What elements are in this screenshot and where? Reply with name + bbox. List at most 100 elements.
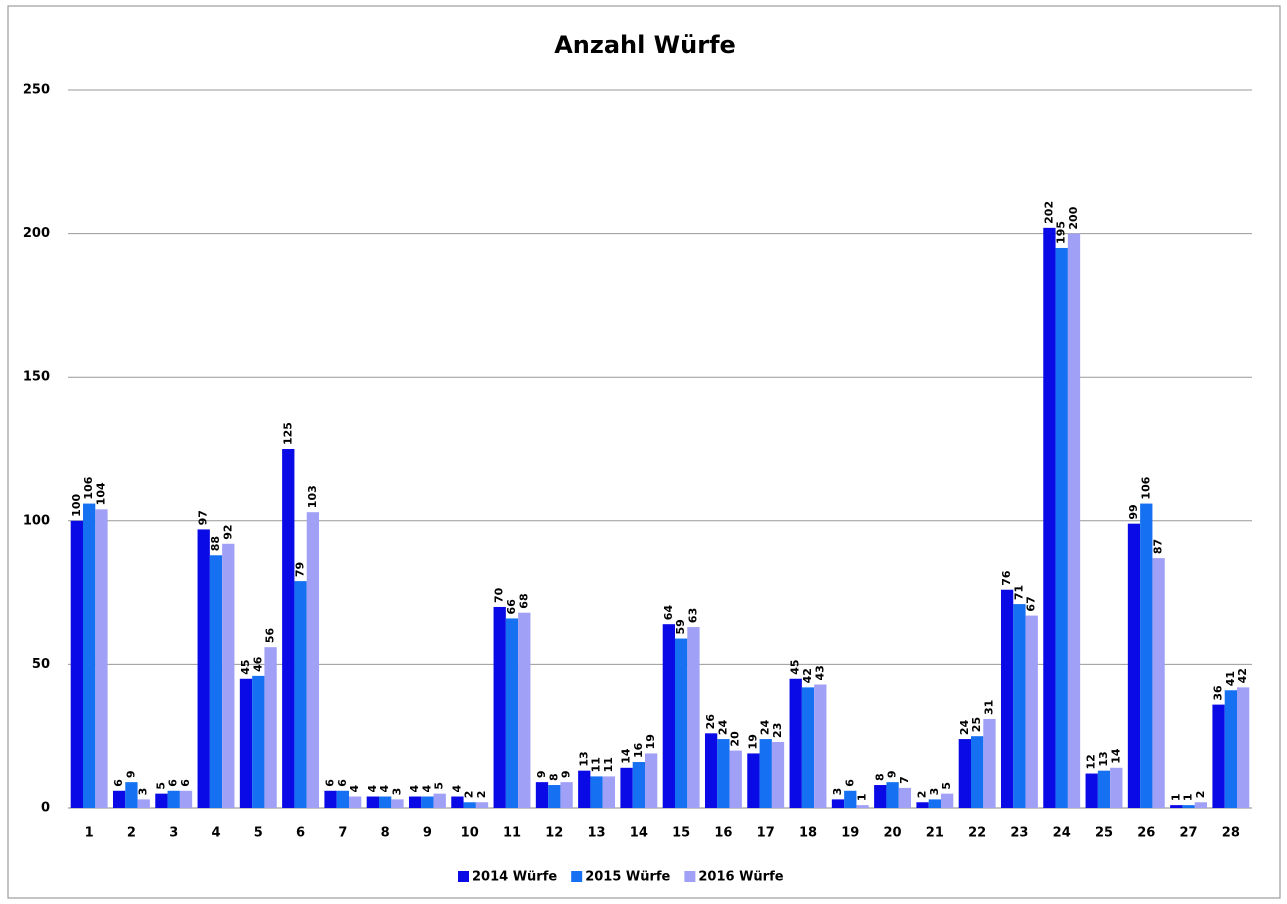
x-tick-label: 3 [169,826,178,841]
value-label: 42 [1236,668,1249,683]
bar [983,718,996,808]
value-label: 5 [433,782,446,790]
bar [898,787,912,808]
bar [1140,503,1153,808]
value-label: 2 [1194,791,1207,799]
bar [535,782,549,808]
value-label: 125 [281,422,294,445]
bar [645,753,658,808]
value-label: 99 [1127,504,1140,519]
x-tick-label: 7 [338,826,347,841]
value-label: 6 [112,779,125,787]
value-label: 3 [390,788,403,796]
x-tick-label: 12 [545,826,563,841]
x-tick-label: 23 [1010,826,1028,841]
bar [886,782,899,808]
y-tick-label: 150 [23,370,50,385]
bar [306,512,320,808]
value-label: 79 [294,562,307,577]
value-label: 24 [759,719,772,735]
bar [167,790,180,808]
x-tick-label: 15 [672,826,690,841]
bar [1110,767,1123,808]
value-label: 16 [632,742,645,758]
x-tick-label: 22 [968,826,986,841]
x-tick-label: 2 [127,826,136,841]
value-label: 9 [535,770,548,778]
value-label: 20 [729,731,742,747]
x-tick-label: 1 [85,826,94,841]
legend-swatch [571,871,583,882]
bar [831,799,845,808]
value-label: 6 [324,779,337,787]
bar [632,762,646,808]
x-tick-label: 5 [254,826,263,841]
bar [1043,227,1056,808]
bar [1055,247,1068,808]
value-label: 6 [336,779,349,787]
x-tick-label: 8 [381,826,390,841]
bar [578,770,591,808]
value-label: 202 [1042,201,1055,224]
bar [264,647,277,808]
bar [928,799,942,808]
value-label: 68 [517,593,530,608]
bar [1212,704,1225,808]
bar [958,739,971,808]
bar [366,796,379,808]
x-tick-label: 20 [884,826,902,841]
bar [1013,604,1026,808]
bar [759,739,772,808]
x-tick-label: 27 [1180,826,1198,841]
bar [433,793,446,808]
bar [197,529,210,808]
value-label: 70 [493,587,506,603]
bar [179,790,193,808]
y-tick-label: 50 [32,657,50,672]
x-tick-label: 6 [296,826,305,841]
bar [674,638,688,808]
bar [222,543,235,808]
bar [252,675,265,808]
value-label: 195 [1055,221,1068,244]
x-tick-label: 16 [714,826,732,841]
value-label: 42 [801,668,814,683]
bar [1000,589,1014,808]
value-label: 97 [197,510,210,525]
value-label: 24 [958,719,971,735]
bar [209,555,223,808]
value-label: 1 [1169,793,1182,801]
value-label: 3 [831,788,844,796]
value-label: 36 [1212,685,1225,701]
value-label: 4 [408,785,421,793]
value-label: 46 [251,656,264,672]
bar [747,753,760,808]
bar [789,678,802,808]
bar [125,782,138,808]
value-label: 6 [167,779,180,787]
value-label: 87 [1152,539,1165,554]
value-label: 13 [577,751,590,766]
bar [336,790,350,808]
x-tick-label: 24 [1053,826,1071,841]
y-tick-label: 0 [41,801,50,816]
bar [856,805,869,808]
value-label: 31 [982,700,995,715]
bar [717,739,730,808]
legend-label: 2014 Würfe [472,870,557,885]
value-label: 4 [378,785,391,793]
value-label: 5 [940,782,953,790]
bar [70,520,83,808]
bar [1182,805,1195,808]
value-label: 45 [789,659,802,674]
value-label: 67 [1025,596,1038,611]
bar [349,796,362,808]
bar [916,802,929,808]
bar [1152,558,1165,808]
x-tick-label: 28 [1222,826,1240,841]
value-label: 66 [505,599,518,615]
bar [590,776,603,808]
bar [324,790,337,808]
value-label: 2 [916,791,929,799]
